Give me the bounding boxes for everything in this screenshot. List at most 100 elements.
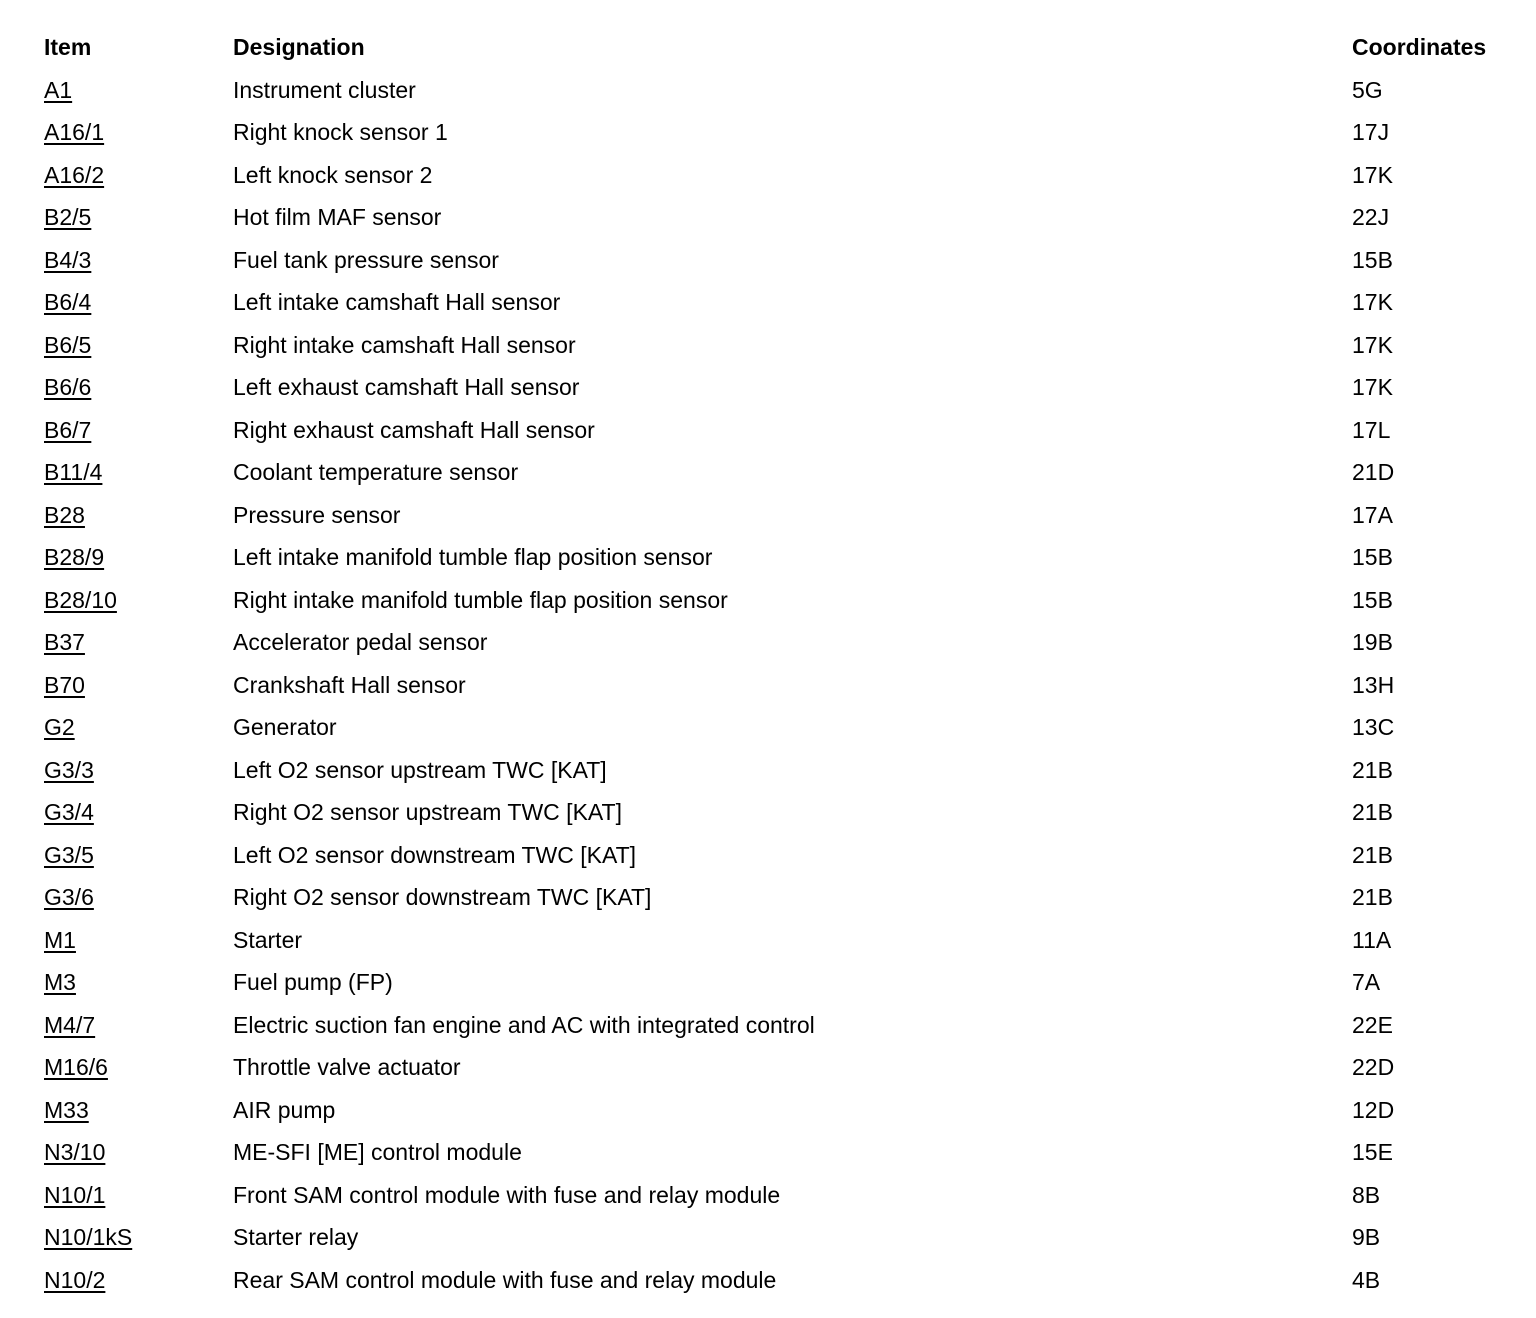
item-link[interactable]: N10/2 [44,1266,106,1293]
designation-text: Right intake manifold tumble flap positi… [233,586,728,613]
item-link[interactable]: B4/3 [44,246,92,273]
item-link[interactable]: G3/4 [44,799,94,825]
coordinates-text: 17A [1352,501,1393,528]
table-row: B28/9 Left intake manifold tumble flap p… [44,536,1536,579]
table-row: M16/6 Throttle valve actuator 22D [44,1046,1536,1089]
coordinates-text: 5G [1352,76,1383,103]
item-link[interactable]: N10/1kS [44,1224,133,1250]
item-link[interactable]: B6/5 [44,331,92,358]
item-link[interactable]: G3/6 [44,884,94,910]
item-cell: B70 [44,664,233,707]
coordinates-text: 4B [1352,1266,1381,1293]
designation-text: Right O2 sensor downstream TWC [KAT] [233,884,652,910]
coordinates-text: 21B [1352,756,1393,783]
item-cell: G3/4 [44,791,233,834]
designation-text: Left intake manifold tumble flap positio… [233,544,713,570]
coordinates-text: 21D [1352,459,1395,485]
parts-table-body: A1 Instrument cluster 5G A16/1 Right kno… [44,69,1536,1302]
item-link[interactable]: B6/7 [44,416,92,443]
designation-text: Rear SAM control module with fuse and re… [233,1266,777,1293]
item-link[interactable]: N3/10 [44,1139,106,1165]
item-cell: G3/6 [44,876,233,919]
item-link[interactable]: B28 [44,501,85,528]
designation-text: Instrument cluster [233,76,416,103]
item-link[interactable]: G3/5 [44,841,94,868]
table-row: B6/5 Right intake camshaft Hall sensor 1… [44,324,1536,367]
item-link[interactable]: G3/3 [44,756,94,783]
coordinates-text: 17K [1352,374,1393,400]
item-cell: M1 [44,919,233,962]
item-link[interactable]: B28/10 [44,586,117,613]
item-link[interactable]: B6/4 [44,289,92,315]
table-row: B11/4 Coolant temperature sensor 21D [44,451,1536,494]
item-link[interactable]: A16/2 [44,161,105,188]
designation-text: Fuel pump (FP) [233,969,393,995]
coordinates-text: 22D [1352,1054,1395,1080]
table-row: B2/5 Hot film MAF sensor 22J [44,196,1536,239]
table-row: M4/7 Electric suction fan engine and AC … [44,1004,1536,1047]
designation-text: Left exhaust camshaft Hall sensor [233,374,580,400]
item-cell: B6/5 [44,324,233,367]
item-link[interactable]: M16/6 [44,1054,108,1080]
item-cell: B28 [44,494,233,537]
table-row: B6/7 Right exhaust camshaft Hall sensor … [44,409,1536,452]
table-row: B28 Pressure sensor 17A [44,494,1536,537]
table-row: G2 Generator 13C [44,706,1536,749]
header-coordinates: Coordinates [1352,34,1487,60]
coordinates-text: 21B [1352,799,1393,825]
item-link[interactable]: M4/7 [44,1011,96,1038]
item-cell: B2/5 [44,196,233,239]
designation-text: Right intake camshaft Hall sensor [233,331,576,358]
designation-text: Accelerator pedal sensor [233,629,488,655]
designation-text: AIR pump [233,1096,336,1123]
designation-text: Left knock sensor 2 [233,161,433,188]
table-row: M33 AIR pump 12D [44,1089,1536,1132]
table-row: N10/1 Front SAM control module with fuse… [44,1174,1536,1217]
item-link[interactable]: B11/4 [44,459,103,485]
item-cell: N10/1kS [44,1216,233,1259]
designation-text: Right O2 sensor upstream TWC [KAT] [233,799,622,825]
designation-text: Throttle valve actuator [233,1054,461,1080]
coordinates-text: 17K [1352,161,1393,188]
designation-text: Right knock sensor 1 [233,119,448,145]
item-link[interactable]: B6/6 [44,374,92,400]
header-item: Item [44,34,92,60]
table-row: N10/2 Rear SAM control module with fuse … [44,1259,1536,1302]
coordinates-text: 15E [1352,1139,1393,1165]
designation-text: Crankshaft Hall sensor [233,671,466,698]
table-row: M1 Starter 11A [44,919,1536,962]
item-link[interactable]: G2 [44,714,75,740]
table-row: B4/3 Fuel tank pressure sensor 15B [44,239,1536,282]
designation-text: Front SAM control module with fuse and r… [233,1181,781,1208]
item-link[interactable]: N10/1 [44,1181,106,1208]
item-link[interactable]: M33 [44,1096,89,1123]
coordinates-text: 13H [1352,671,1395,698]
item-cell: M3 [44,961,233,1004]
table-row: B37 Accelerator pedal sensor 19B [44,621,1536,664]
item-link[interactable]: A16/1 [44,119,105,145]
designation-text: Left intake camshaft Hall sensor [233,289,561,315]
coordinates-text: 17L [1352,416,1391,443]
item-cell: B6/6 [44,366,233,409]
item-link[interactable]: B37 [44,629,85,655]
item-cell: B6/4 [44,281,233,324]
designation-text: Pressure sensor [233,501,401,528]
item-link[interactable]: A1 [44,76,73,103]
item-cell: G2 [44,706,233,749]
item-link[interactable]: B70 [44,671,85,698]
table-row: B28/10 Right intake manifold tumble flap… [44,579,1536,622]
coordinates-text: 17J [1352,119,1390,145]
item-link[interactable]: B28/9 [44,544,105,570]
item-link[interactable]: M3 [44,969,76,995]
table-row: B6/4 Left intake camshaft Hall sensor 17… [44,281,1536,324]
table-row: B70 Crankshaft Hall sensor 13H [44,664,1536,707]
designation-text: Starter relay [233,1224,359,1250]
item-cell: G3/3 [44,749,233,792]
coordinates-text: 22J [1352,204,1390,230]
header-designation: Designation [233,34,365,60]
table-row: N10/1kS Starter relay 9B [44,1216,1536,1259]
item-link[interactable]: M1 [44,926,76,953]
table-row: A1 Instrument cluster 5G [44,69,1536,112]
item-link[interactable]: B2/5 [44,204,92,230]
coordinates-text: 19B [1352,629,1393,655]
